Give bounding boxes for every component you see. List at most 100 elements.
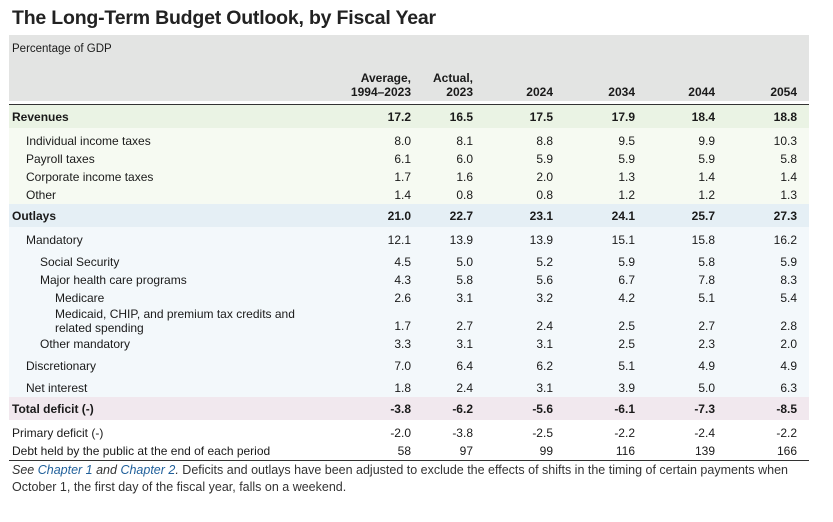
cell-value: 166 bbox=[727, 442, 810, 461]
budget-table-container: Percentage of GDP Average, 1994–2023 Actu… bbox=[9, 35, 810, 461]
cell-value: -3.8 bbox=[452, 426, 473, 440]
cell-value: 3.2 bbox=[485, 289, 565, 307]
column-header: 2024 bbox=[485, 62, 565, 101]
cell-value: 2.5 bbox=[565, 307, 647, 335]
cell-value: 2.4 bbox=[423, 375, 485, 397]
row-total-deficit: Total deficit (-) -3.8 -6.2 -5.6 -6.1 -7… bbox=[9, 397, 810, 420]
cell-value: 7.0 bbox=[339, 353, 423, 375]
cell-value: 5.4 bbox=[727, 289, 810, 307]
cell-value: 6.7 bbox=[565, 271, 647, 289]
row-medicaid-chip: Medicaid, CHIP, and premium tax credits … bbox=[9, 307, 810, 335]
cell-value: 116 bbox=[565, 442, 647, 461]
cell-value: 139 bbox=[647, 442, 727, 461]
cell-value: -6.2 bbox=[423, 397, 485, 420]
row-label: Corporate income taxes bbox=[9, 168, 339, 186]
cell-value: 0.8 bbox=[423, 186, 485, 204]
row-label: Total deficit (-) bbox=[9, 397, 339, 420]
column-header: 2054 bbox=[727, 62, 810, 101]
cell-value: 27.3 bbox=[727, 204, 810, 227]
row-mandatory: Mandatory 12.1 13.9 13.9 15.1 15.8 16.2 bbox=[9, 227, 810, 249]
cell-value: 8.8 bbox=[485, 128, 565, 150]
row-label: Medicare bbox=[9, 289, 339, 307]
row-label: Discretionary bbox=[9, 353, 339, 375]
cell-value: 58 bbox=[339, 442, 423, 461]
row-revenues: Revenues 17.2 16.5 17.5 17.9 18.4 18.8 bbox=[9, 104, 810, 128]
cell-value: 5.9 bbox=[647, 150, 727, 168]
row-label: Other bbox=[9, 186, 339, 204]
cell-value: 6.2 bbox=[485, 353, 565, 375]
cell-value: 8.1 bbox=[423, 128, 485, 150]
row-label: Other mandatory bbox=[9, 335, 339, 353]
cell-value: 1.8 bbox=[339, 375, 423, 397]
row-label: Debt held by the public at the end of ea… bbox=[9, 442, 339, 461]
cell-value: 2.0 bbox=[727, 335, 810, 353]
cell-value: 1.6 bbox=[423, 168, 485, 186]
cell-value: -3.8 bbox=[339, 397, 423, 420]
row-net-interest: Net interest 1.8 2.4 3.1 3.9 5.0 6.3 bbox=[9, 375, 810, 397]
column-header: Actual, 2023 bbox=[423, 62, 485, 101]
cell-value: 99 bbox=[485, 442, 565, 461]
cell-value: 17.9 bbox=[565, 104, 647, 128]
cell-value: 6.3 bbox=[727, 375, 810, 397]
cell-value: 7.8 bbox=[647, 271, 727, 289]
cell-value: 16.2 bbox=[727, 227, 810, 249]
row-discretionary: Discretionary 7.0 6.4 6.2 5.1 4.9 4.9 bbox=[9, 353, 810, 375]
column-header: 2044 bbox=[647, 62, 727, 101]
row-label: Payroll taxes bbox=[9, 150, 339, 168]
chapter-1-link[interactable]: Chapter 1 bbox=[37, 463, 93, 477]
column-header: Average, 1994–2023 bbox=[339, 62, 423, 101]
cell-value: 2.8 bbox=[727, 307, 810, 335]
table-header-row: Average, 1994–2023 Actual, 2023 2024 2034 … bbox=[9, 62, 810, 101]
cell-value: 13.9 bbox=[485, 227, 565, 249]
cell-value: 15.8 bbox=[647, 227, 727, 249]
cell-value: 12.1 bbox=[339, 227, 423, 249]
cell-value: 2.0 bbox=[485, 168, 565, 186]
row-label: Primary deficit (-) bbox=[12, 426, 104, 440]
footnote-see: See bbox=[12, 463, 38, 477]
cell-value: 5.8 bbox=[423, 271, 485, 289]
cell-value: 15.1 bbox=[565, 227, 647, 249]
cell-value: -7.3 bbox=[647, 397, 727, 420]
cell-value: 5.9 bbox=[565, 249, 647, 271]
cell-value: 5.1 bbox=[647, 289, 727, 307]
cell-value: 5.9 bbox=[565, 150, 647, 168]
cell-value: 2.6 bbox=[339, 289, 423, 307]
cell-value: 25.7 bbox=[647, 204, 727, 227]
cell-value: -6.1 bbox=[565, 397, 647, 420]
cell-value: 1.2 bbox=[565, 186, 647, 204]
cell-value: 8.3 bbox=[727, 271, 810, 289]
cell-value: -2.0 bbox=[390, 426, 411, 440]
row-label: Mandatory bbox=[9, 227, 339, 249]
chapter-2-link[interactable]: Chapter 2 bbox=[120, 463, 176, 477]
row-outlays: Outlays 21.0 22.7 23.1 24.1 25.7 27.3 bbox=[9, 204, 810, 227]
cell-value: 18.8 bbox=[727, 104, 810, 128]
cell-value: 1.4 bbox=[647, 168, 727, 186]
cell-value: 3.3 bbox=[339, 335, 423, 353]
cell-value: 3.1 bbox=[423, 289, 485, 307]
column-header: 2034 bbox=[565, 62, 647, 101]
cell-value: 5.2 bbox=[485, 249, 565, 271]
row-medicare: Medicare 2.6 3.1 3.2 4.2 5.1 5.4 bbox=[9, 289, 810, 307]
cell-value: 1.4 bbox=[339, 186, 423, 204]
cell-value: 4.2 bbox=[565, 289, 647, 307]
row-label: Outlays bbox=[9, 204, 339, 227]
cell-value: 23.1 bbox=[485, 204, 565, 227]
cell-value: 3.1 bbox=[485, 335, 565, 353]
cell-value: 16.5 bbox=[423, 104, 485, 128]
unit-label: Percentage of GDP bbox=[9, 35, 810, 62]
row-debt-held-by-public: Debt held by the public at the end of ea… bbox=[9, 442, 810, 461]
footnote: See Chapter 1 and Chapter 2. Deficits an… bbox=[12, 462, 812, 496]
cell-value: 1.7 bbox=[339, 307, 423, 335]
cell-value: 97 bbox=[423, 442, 485, 461]
cell-value: 1.3 bbox=[565, 168, 647, 186]
budget-table: Percentage of GDP Average, 1994–2023 Actu… bbox=[9, 35, 810, 461]
row-other-revenues: Other 1.4 0.8 0.8 1.2 1.2 1.3 bbox=[9, 186, 810, 204]
row-label: Social Security bbox=[9, 249, 339, 271]
cell-value: 3.1 bbox=[423, 335, 485, 353]
cell-value: 6.0 bbox=[423, 150, 485, 168]
cell-value: 5.0 bbox=[647, 375, 727, 397]
row-label: Revenues bbox=[9, 104, 339, 128]
cell-value: 1.7 bbox=[339, 168, 423, 186]
cell-value: 4.5 bbox=[339, 249, 423, 271]
